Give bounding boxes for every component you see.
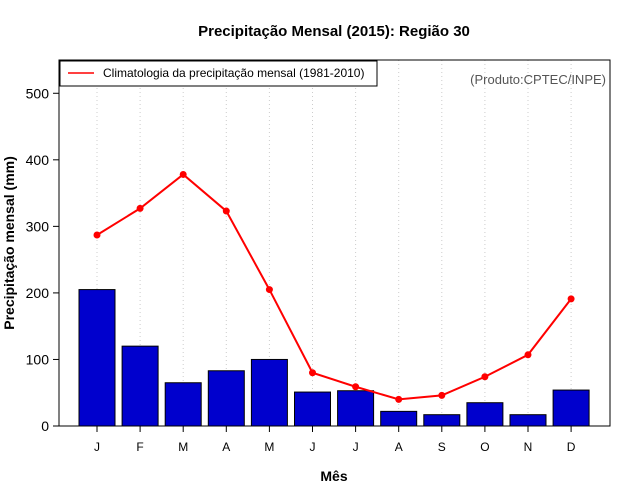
climatology-point-1	[136, 204, 144, 212]
y-tick-label-100: 100	[26, 351, 50, 367]
climatology-point-2	[179, 170, 187, 178]
x-tick-label-1: F	[136, 440, 143, 454]
climatology-point-8	[438, 391, 446, 399]
x-tick-label-8: S	[438, 440, 446, 454]
bar-7	[380, 410, 418, 427]
x-tick-label-10: N	[524, 440, 533, 454]
x-tick-label-2: M	[178, 440, 188, 454]
bar-10	[509, 414, 547, 427]
y-axis-label: Precipitação mensal (mm)	[1, 156, 17, 330]
bar-8	[423, 414, 461, 427]
legend: Climatologia da precipitação mensal (198…	[59, 60, 378, 87]
legend-entry-climatology: Climatologia da precipitação mensal (198…	[103, 66, 364, 80]
bar-0	[78, 289, 116, 427]
y-tick-label-0: 0	[41, 418, 49, 434]
climatology-line	[93, 170, 575, 403]
x-tick-label-0: J	[94, 440, 100, 454]
bar-2	[164, 382, 202, 427]
y-tick-label-200: 200	[26, 285, 50, 301]
bar-3	[207, 370, 245, 427]
climatology-point-7	[395, 395, 403, 403]
climatology-point-9	[481, 373, 489, 381]
y-tick-label-300: 300	[26, 218, 50, 234]
climatology-point-6	[352, 383, 360, 391]
climatology-point-4	[265, 286, 273, 294]
chart-title: Precipitação Mensal (2015): Região 30	[198, 23, 470, 40]
climatology-point-11	[567, 295, 575, 303]
bar-4	[250, 358, 288, 427]
x-tick-label-11: D	[567, 440, 576, 454]
climatology-point-5	[309, 369, 316, 377]
bar-9	[466, 402, 504, 427]
y-tick-label-400: 400	[26, 152, 50, 168]
climatology-point-10	[524, 351, 532, 359]
bar-6	[337, 390, 375, 427]
x-tick-label-6: J	[353, 440, 359, 454]
bar-5	[294, 391, 331, 427]
climatology-polyline	[96, 173, 572, 401]
y-tick-label-500: 500	[26, 85, 50, 101]
x-tick-label-3: A	[222, 440, 230, 454]
plot-frame	[58, 59, 611, 427]
legend-box	[59, 60, 378, 87]
source-annotation: (Produto:CPTEC/INPE)	[470, 72, 606, 87]
bar-11	[552, 389, 590, 427]
bar-1	[121, 345, 159, 427]
climatology-point-0	[93, 231, 101, 239]
grid	[96, 60, 572, 426]
x-axis-label: Mês	[320, 468, 347, 484]
bars	[78, 289, 590, 427]
x-tick-label-4: M	[264, 440, 274, 454]
climatology-point-3	[222, 207, 230, 215]
x-tick-label-9: O	[480, 440, 489, 454]
x-tick-label-5: J	[310, 440, 316, 454]
y-axis: 0 100 200 300 400 500	[26, 85, 59, 434]
x-tick-label-7: A	[395, 440, 403, 454]
